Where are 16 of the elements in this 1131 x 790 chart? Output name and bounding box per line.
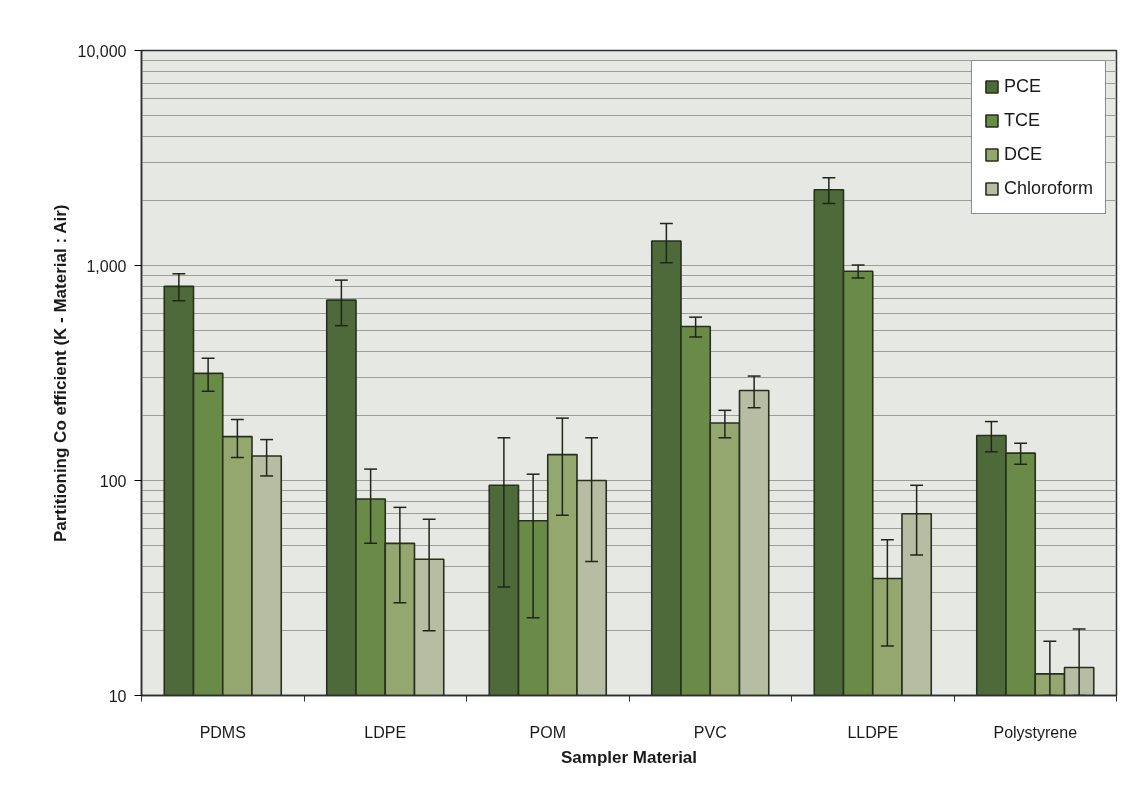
x-tick-label: LLDPE — [847, 723, 899, 741]
y-axis-title: Partitioning Co efficient (K - Material : Air) — [50, 204, 70, 543]
y-tick-label: 100 — [99, 472, 127, 490]
x-axis-title: Sampler Material — [560, 747, 698, 767]
x-tick-label: POM — [529, 723, 566, 741]
x-tick-label: LDPE — [364, 723, 407, 741]
legend-label: PCE — [1003, 74, 1041, 98]
y-tick-label: 1,000 — [86, 257, 127, 275]
y-tick-label: 10 — [108, 687, 127, 705]
legend-label: DCE — [1003, 142, 1042, 166]
legend-label: TCE — [1003, 108, 1040, 132]
y-tick-label: 10,000 — [77, 42, 127, 60]
x-tick-label: Polystyrene — [993, 723, 1078, 741]
x-tick-label: PVC — [693, 723, 727, 741]
legend-label: Chloroform — [1003, 176, 1093, 200]
x-tick-label: PDMS — [199, 723, 246, 741]
